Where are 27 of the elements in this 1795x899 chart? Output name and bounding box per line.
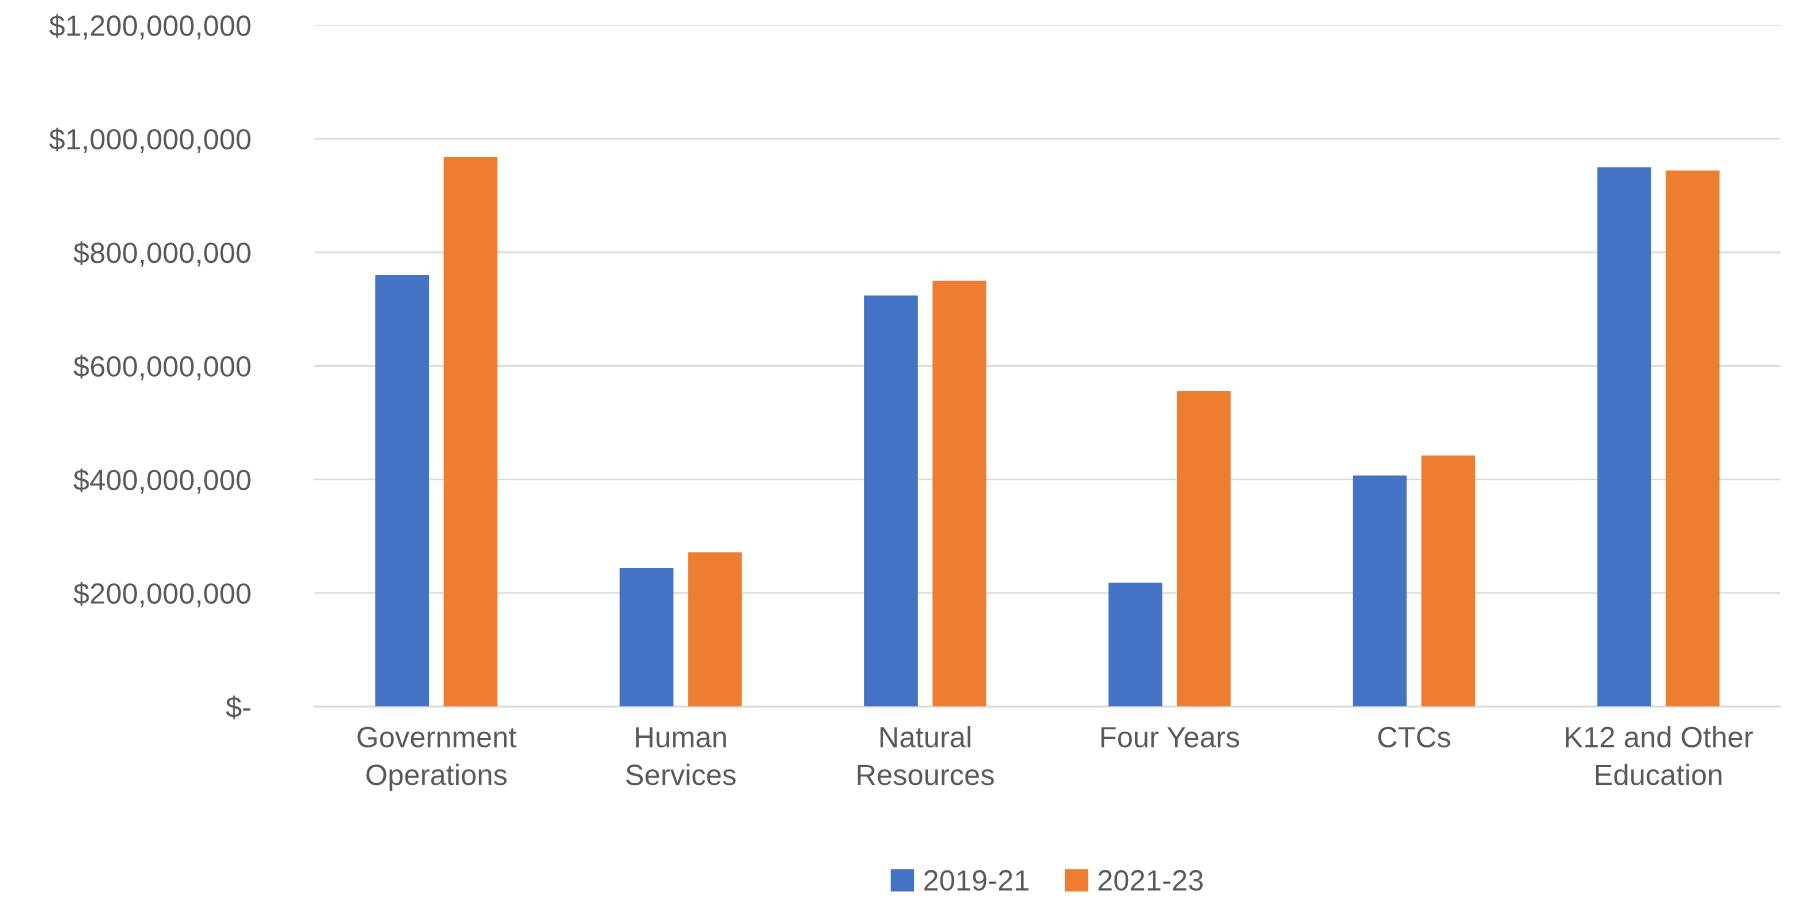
- x-tick-label: Natural Resources: [857, 726, 994, 786]
- legend-label: 2019-21: [924, 870, 1029, 891]
- bar: [375, 275, 429, 707]
- bar: [1421, 455, 1476, 707]
- y-tick-label: $800,000,000: [73, 241, 251, 267]
- bar: [1352, 475, 1407, 707]
- bar: [1176, 390, 1231, 707]
- x-tick-label: Four Years: [1101, 727, 1240, 748]
- y-tick-label: $600,000,000: [73, 354, 251, 381]
- x-tick-label: Human Services: [626, 727, 736, 786]
- legend-label: 2021-23: [1098, 870, 1203, 891]
- y-tick-label: $-: [226, 695, 251, 720]
- x-tick-label: Government Operations: [357, 726, 517, 791]
- bar: [443, 156, 498, 707]
- y-tick-label: $1,000,000,000: [49, 127, 251, 154]
- x-tick-label: CTCs: [1378, 726, 1451, 748]
- bar: [1597, 167, 1652, 707]
- y-tick-label: $200,000,000: [73, 582, 251, 608]
- bar: [864, 295, 918, 707]
- x-tick-label: K12 and Other Education: [1565, 726, 1753, 786]
- bar: [1665, 170, 1720, 707]
- bar: [688, 552, 742, 707]
- y-tick-label: $1,200,000,000: [49, 14, 251, 40]
- bar: [1108, 582, 1163, 707]
- y-tick-label: $400,000,000: [73, 468, 251, 494]
- bar: [619, 568, 674, 707]
- bar: [932, 280, 987, 707]
